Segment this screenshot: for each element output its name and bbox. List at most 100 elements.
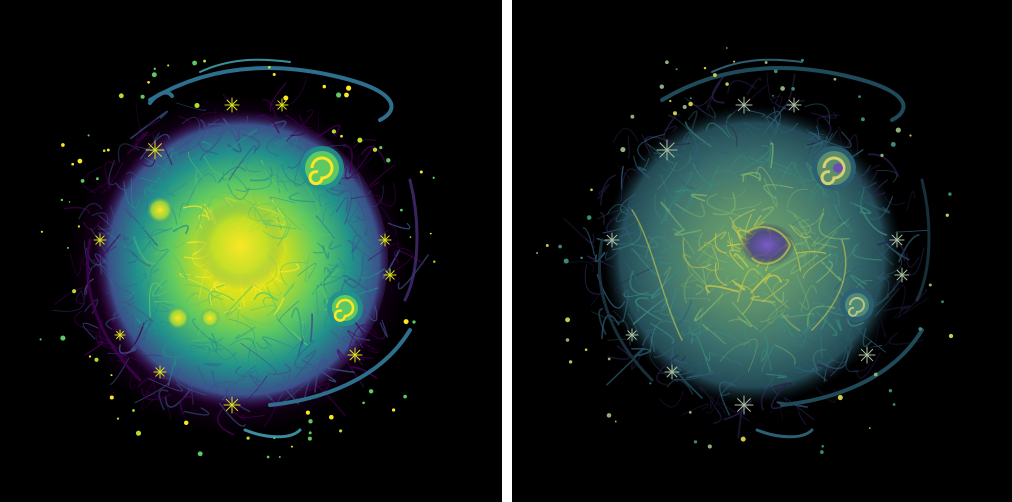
texture-strand	[862, 327, 873, 347]
particle	[135, 430, 142, 436]
texture-strand	[695, 284, 704, 296]
texture-strand	[845, 344, 859, 373]
texture-strand	[136, 134, 156, 167]
particle	[580, 256, 583, 260]
texture-strand	[755, 166, 777, 191]
particle	[368, 389, 374, 394]
starburst	[664, 364, 680, 380]
texture-strand	[94, 253, 120, 289]
texture-strand	[835, 289, 844, 295]
texture-strand	[189, 141, 211, 162]
texture-strand	[210, 381, 237, 391]
texture-strand	[869, 345, 883, 348]
texture-strand	[277, 263, 300, 273]
texture-strand	[162, 339, 185, 359]
left-starbursts	[93, 97, 397, 414]
texture-strand	[683, 162, 709, 175]
particle	[87, 134, 90, 137]
texture-strand	[266, 132, 285, 157]
right-orb-visualization	[536, 47, 954, 454]
texture-strand	[260, 159, 283, 191]
texture-strand	[693, 293, 725, 322]
texture-strand	[158, 389, 169, 411]
texture-strand	[815, 253, 838, 281]
particle	[565, 338, 570, 342]
particle	[328, 414, 334, 420]
texture-strand	[811, 111, 837, 119]
texture-strand	[728, 319, 759, 330]
starburst	[604, 232, 620, 248]
texture-strand	[235, 125, 241, 141]
texture-strand	[742, 322, 747, 341]
texture-strand	[752, 274, 782, 292]
texture-strand	[272, 387, 304, 400]
texture-strand	[187, 383, 194, 405]
texture-strand	[691, 333, 711, 373]
texture-strand	[706, 258, 711, 272]
texture-strand	[668, 186, 690, 207]
texture-strand	[743, 121, 761, 130]
texture-strand	[104, 161, 116, 190]
texture-strand	[874, 288, 900, 317]
texture-strand	[705, 122, 730, 138]
texture-strand	[690, 193, 708, 202]
texture-strand	[301, 359, 337, 383]
particle	[688, 411, 692, 414]
texture-strand	[753, 364, 767, 389]
particle	[545, 244, 549, 247]
texture-strand	[731, 201, 762, 211]
texture-strand	[617, 164, 632, 186]
texture-strand	[823, 360, 834, 383]
texture-strand	[660, 174, 681, 199]
texture-strand	[598, 307, 607, 335]
texture-strand	[208, 191, 237, 207]
texture-strand	[89, 176, 112, 193]
texture-strand	[84, 341, 104, 356]
particle	[357, 137, 363, 143]
particle	[197, 451, 203, 457]
texture-strand	[184, 407, 210, 416]
texture-strand	[245, 163, 272, 190]
texture-strand	[822, 246, 842, 258]
particle	[712, 73, 717, 78]
particle	[336, 92, 342, 98]
texture-strand	[352, 234, 361, 261]
texture-strand	[147, 235, 169, 252]
texture-strand	[133, 236, 162, 265]
texture-strand	[656, 354, 679, 386]
texture-strand	[300, 223, 316, 235]
texture-strand	[207, 332, 218, 353]
particle	[820, 450, 824, 454]
texture-strand	[351, 366, 378, 379]
texture-strand	[347, 219, 371, 250]
texture-strand	[642, 334, 656, 353]
starburst	[145, 140, 165, 160]
texture-strand	[376, 182, 397, 207]
texture-strand	[359, 265, 386, 280]
texture-strand	[644, 135, 673, 154]
texture-strand	[653, 339, 684, 358]
texture-strand	[649, 352, 679, 383]
particle	[590, 188, 593, 192]
texture-strand	[316, 257, 346, 287]
particle	[400, 208, 403, 212]
texture-strand	[674, 366, 703, 399]
texture-strand	[365, 286, 375, 319]
left-scatter-particles	[39, 59, 436, 459]
texture-strand	[759, 310, 786, 333]
texture-strand	[379, 319, 389, 338]
texture-strand	[357, 149, 379, 168]
texture-strand	[770, 366, 807, 396]
texture-strand	[686, 297, 711, 302]
texture-strand	[867, 153, 900, 178]
texture-strand	[906, 252, 920, 268]
left-bright-blobs	[146, 196, 285, 330]
texture-strand	[281, 374, 300, 403]
texture-strand	[770, 370, 795, 386]
texture-strand	[852, 243, 883, 261]
texture-strand	[873, 255, 881, 279]
texture-strand	[175, 102, 207, 111]
texture-strand	[764, 111, 782, 137]
texture-strand	[92, 177, 112, 192]
texture-strand	[864, 222, 875, 241]
